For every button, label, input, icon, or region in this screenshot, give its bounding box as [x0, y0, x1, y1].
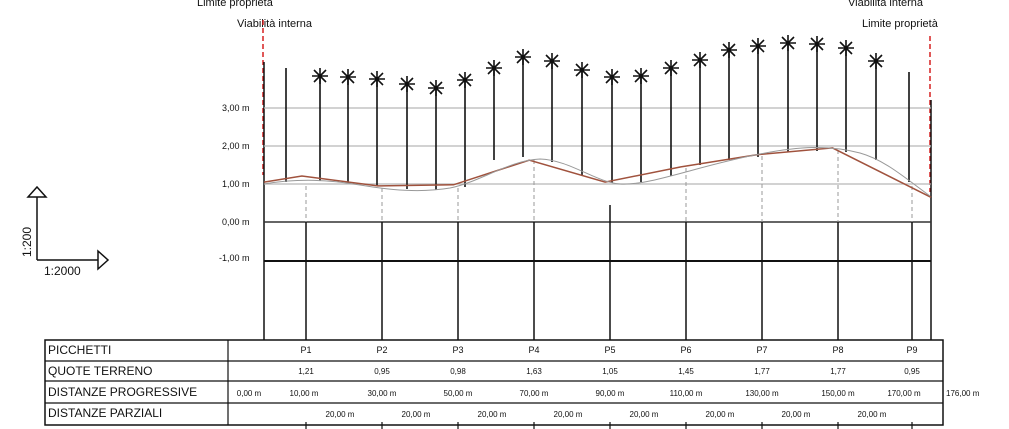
tree-crown-icon: [340, 69, 356, 85]
stake-dashed-lines: [305, 150, 913, 222]
progressive-2: 30,00 m: [368, 389, 397, 398]
tree-crown-icon: [780, 35, 796, 51]
tree-crown-icon: [544, 53, 560, 69]
progressive-5: 90,00 m: [596, 389, 625, 398]
stake-p3: P3: [452, 345, 463, 355]
partial-4: 20,00 m: [554, 410, 583, 419]
elevation-p5: 1,05: [602, 367, 618, 376]
right-internal-road-label: Viabilità interna: [848, 0, 924, 9]
tree-crown-icon: [486, 60, 502, 76]
vertical-scale-label: 1:200: [20, 227, 34, 257]
elevation-p2: 0,95: [374, 367, 390, 376]
ground-profile-secondary-line: [263, 146, 931, 197]
progressive-3: 50,00 m: [444, 389, 473, 398]
partial-8: 20,00 m: [858, 410, 887, 419]
tree-crown-icon: [868, 53, 884, 69]
y-tick-1m: 1,00 m: [222, 179, 250, 189]
elevation-p4: 1,63: [526, 367, 542, 376]
row-label-elevations: QUOTE TERRENO: [48, 364, 152, 378]
progressive-9: 170,00 m: [887, 389, 921, 398]
arrow-up-icon: [26, 185, 48, 198]
y-tick-minus1m: -1,00 m: [219, 253, 250, 263]
profile-table: PICCHETTI QUOTE TERRENO DISTANZE PROGRES…: [44, 339, 980, 429]
progressive-1: 10,00 m: [290, 389, 319, 398]
elevation-p6: 1,45: [678, 367, 694, 376]
tree-crown-icon: [457, 72, 473, 88]
tree-crown-icon: [515, 49, 531, 65]
tree-crown-icon: [428, 80, 444, 96]
partial-7: 20,00 m: [782, 410, 811, 419]
tree-crown-icon: [692, 52, 708, 68]
stake-p8: P8: [832, 345, 843, 355]
left-property-limit-label: Limite proprietà: [197, 0, 274, 9]
partial-3: 20,00 m: [478, 410, 507, 419]
progressive-8: 150,00 m: [821, 389, 855, 398]
stake-p9: P9: [906, 345, 917, 355]
stake-p6: P6: [680, 345, 691, 355]
stake-p7: P7: [756, 345, 767, 355]
tree-crown-icon: [574, 62, 590, 78]
row-label-progressive: DISTANZE PROGRESSIVE: [48, 385, 197, 399]
y-tick-3m: 3,00 m: [222, 103, 250, 113]
elevation-p9: 0,95: [904, 367, 920, 376]
horizontal-scale-label: 1:2000: [44, 264, 81, 278]
partial-5: 20,00 m: [630, 410, 659, 419]
tree-crown-icon: [312, 68, 328, 84]
elevation-p3: 0,98: [450, 367, 466, 376]
tree-crown-icon: [399, 76, 415, 92]
elevation-p1: 1,21: [298, 367, 314, 376]
partial-6: 20,00 m: [706, 410, 735, 419]
stake-lines: [305, 205, 913, 340]
row-label-partial: DISTANZE PARZIALI: [48, 406, 162, 420]
stake-p5: P5: [604, 345, 615, 355]
left-internal-road-label: Viabilità interna: [237, 18, 313, 30]
ground-profile-line: [263, 147, 932, 198]
tree-crown-icon: [838, 40, 854, 56]
tree-crown-icon: [633, 68, 649, 84]
stake-p2: P2: [376, 345, 387, 355]
tree-markers: [285, 35, 910, 190]
progressive-7: 130,00 m: [745, 389, 779, 398]
progressive-10: 176,00 m: [946, 389, 980, 398]
right-property-limit-label: Limite proprietà: [862, 18, 939, 30]
arrow-right-icon: [97, 249, 110, 271]
elevation-p7: 1,77: [754, 367, 770, 376]
tree-crown-icon: [721, 42, 737, 58]
progressive-4: 70,00 m: [520, 389, 549, 398]
y-tick-0m: 0,00 m: [222, 217, 250, 227]
tree-crown-icon: [369, 71, 385, 87]
tree-crown-icon: [663, 60, 679, 76]
stake-p1: P1: [300, 345, 311, 355]
tree-crown-icon: [809, 36, 825, 52]
progressive-6: 110,00 m: [670, 389, 703, 398]
partial-1: 20,00 m: [326, 410, 355, 419]
partial-2: 20,00 m: [402, 410, 431, 419]
scale-indicator: 1:200 1:2000: [20, 185, 110, 278]
y-tick-2m: 2,00 m: [222, 141, 250, 151]
stake-p4: P4: [528, 345, 539, 355]
progressive-0: 0,00 m: [237, 389, 262, 398]
row-label-stakes: PICCHETTI: [48, 343, 111, 357]
tree-crown-icon: [604, 69, 620, 85]
tree-crown-icon: [750, 38, 766, 54]
elevation-p8: 1,77: [830, 367, 846, 376]
